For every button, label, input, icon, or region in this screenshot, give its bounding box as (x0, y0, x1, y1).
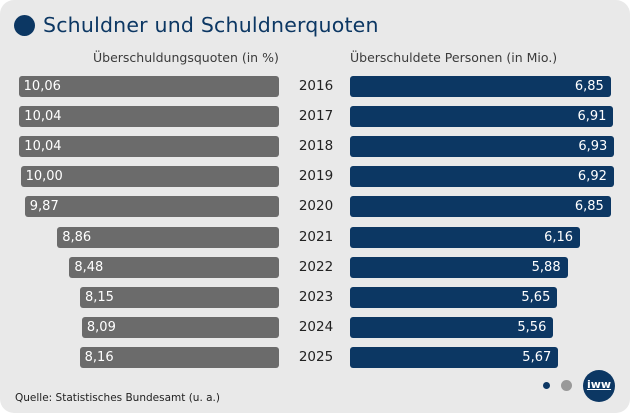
title-row: Schuldner und Schuldnerquoten (14, 10, 379, 40)
bar-label: 6,85 (574, 79, 604, 94)
year-label-2020: 2020 (298, 198, 334, 214)
bar-quote-2024: 8,09 (81, 317, 279, 338)
bar-quote-2025: 8,16 (79, 347, 279, 368)
left-series-header: Überschuldungsquoten (in %) (93, 50, 279, 65)
year-label-2021: 2021 (298, 229, 334, 245)
bar-persons-2020: 6,85 (350, 196, 611, 217)
bar-quote-2021: 8,86 (57, 227, 279, 248)
bar-label: 8,86 (62, 230, 92, 245)
bar-quote-2018: 10,04 (19, 136, 279, 157)
bar-quote-2016: 10,06 (18, 76, 279, 97)
bar-label: 6,85 (574, 199, 604, 214)
chart-title: Schuldner und Schuldnerquoten (43, 13, 379, 37)
bar-label: 6,91 (577, 109, 607, 124)
bar-label: 9,87 (29, 199, 59, 214)
year-label-2019: 2019 (298, 168, 334, 184)
bar-label: 5,56 (517, 320, 547, 335)
year-label-2024: 2024 (298, 319, 334, 335)
grey-dot-icon (561, 380, 572, 391)
bar-persons-2018: 6,93 (350, 136, 615, 157)
bar-label: 6,92 (577, 169, 607, 184)
bar-label: 10,04 (24, 139, 62, 154)
bar-persons-2023: 5,65 (350, 287, 558, 308)
title-bullet-icon (14, 14, 35, 36)
small-dot-icon (543, 382, 550, 389)
year-label-2017: 2017 (298, 108, 334, 124)
bar-persons-2021: 6,16 (350, 227, 581, 248)
bar-persons-2022: 5,88 (350, 257, 568, 278)
right-series-header: Überschuldete Personen (in Mio.) (350, 50, 558, 65)
year-label-2025: 2025 (298, 349, 334, 365)
bar-label: 6,16 (544, 230, 574, 245)
bar-label: 5,88 (531, 260, 561, 275)
bar-label: 5,65 (521, 290, 551, 305)
bar-persons-2017: 6,91 (350, 106, 614, 127)
bar-persons-2025: 5,67 (350, 347, 559, 368)
bar-label: 6,93 (578, 139, 608, 154)
bar-label: 5,67 (522, 350, 552, 365)
bar-label: 10,04 (24, 109, 62, 124)
bar-quote-2019: 10,00 (20, 166, 279, 187)
bar-persons-2024: 5,56 (350, 317, 554, 338)
bar-label: 8,15 (84, 290, 114, 305)
iww-logo: iww (583, 370, 615, 402)
bar-label: 10,06 (23, 79, 61, 94)
bar-label: 8,09 (86, 320, 116, 335)
bar-label: 8,16 (84, 350, 114, 365)
bar-quote-2023: 8,15 (79, 287, 279, 308)
year-label-2022: 2022 (298, 259, 334, 275)
bar-quote-2022: 8,48 (69, 257, 279, 278)
year-label-2023: 2023 (298, 289, 334, 305)
bar-persons-2016: 6,85 (350, 76, 611, 97)
bar-label: 10,00 (25, 169, 63, 184)
year-label-2018: 2018 (298, 138, 334, 154)
year-label-2016: 2016 (298, 78, 334, 94)
bar-quote-2017: 10,04 (19, 106, 279, 127)
bar-quote-2020: 9,87 (24, 196, 279, 217)
source-note: Quelle: Statistisches Bundesamt (u. a.) (15, 392, 220, 404)
bar-label: 8,48 (74, 260, 104, 275)
bar-persons-2019: 6,92 (350, 166, 614, 187)
